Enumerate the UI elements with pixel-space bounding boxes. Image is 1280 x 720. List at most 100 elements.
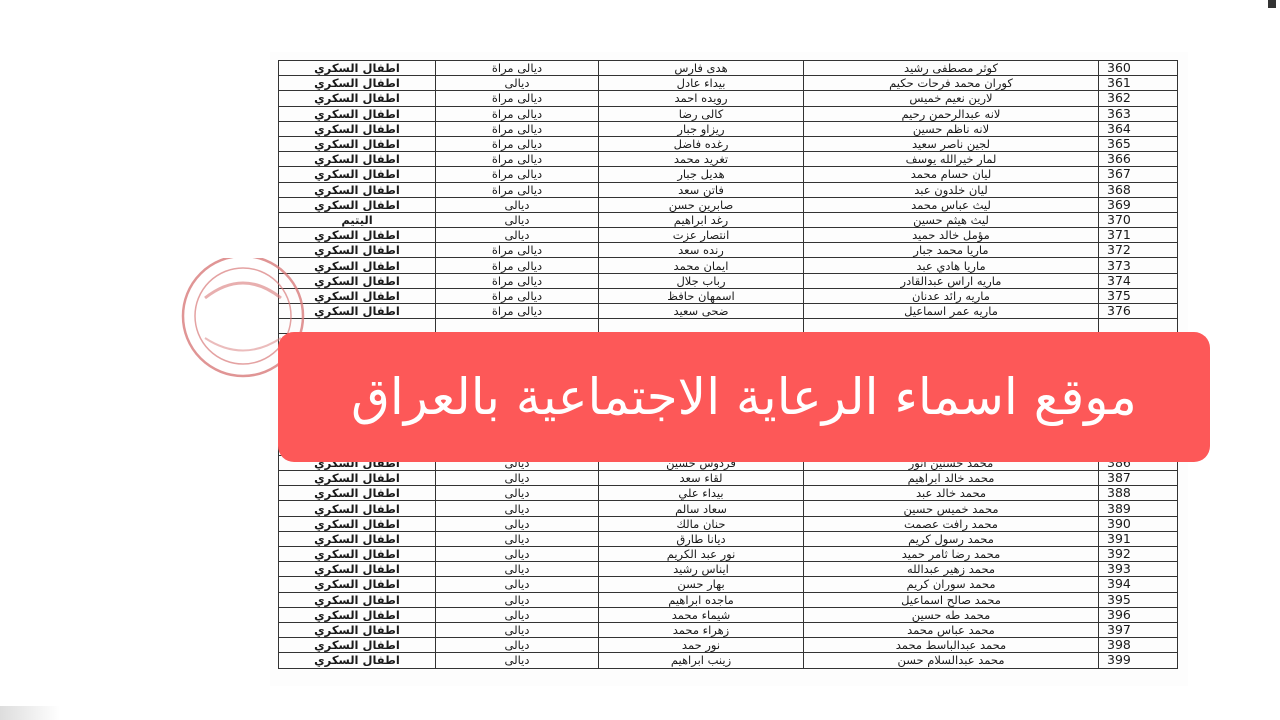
cell-no: 369: [1098, 196, 1178, 213]
cell-no: 394: [1098, 576, 1178, 593]
cell-type: اليتيم: [278, 211, 436, 229]
cell-type: اطفال السكري: [278, 75, 436, 92]
cell-no: 399: [1098, 652, 1178, 669]
cell-mother: ضحى سعيد: [598, 302, 804, 320]
cell-no: 398: [1098, 637, 1178, 654]
cell-type: اطفال السكري: [278, 90, 436, 107]
cell-type: اطفال السكري: [278, 242, 436, 259]
table-row: 399 محمد عبدالسلام حسن زينب ابراهيم ديالى اط…: [278, 652, 1178, 669]
cell-no: 387: [1098, 470, 1178, 487]
official-seal: [181, 258, 305, 378]
cell-province: ديالى مراة: [435, 120, 599, 137]
table-row: 362 لارين نعيم خميس رويده احمد ديالى مراة اط…: [278, 90, 1178, 107]
cell-type: اطفال السكري: [278, 59, 436, 77]
cell-type: اطفال السكري: [278, 530, 436, 548]
cell-mother: ماجده ابراهيم: [598, 591, 804, 608]
cell-mother: تغريد محمد: [598, 151, 804, 168]
cell-no: 362: [1098, 90, 1178, 107]
cell-mother: بيداء علي: [598, 485, 804, 502]
table-row: 372 ماريا محمد جبار رنده سعد ديالى مراة اطفا…: [278, 242, 1178, 259]
cell-name: ماريه عمر اسماعيل: [803, 302, 1099, 320]
table-row: 390 محمد رافت عصمت حنان مالك ديالى اطفال الس…: [278, 515, 1178, 532]
table-row: 366 لمار خيرالله يوسف تغريد محمد ديالى مراة…: [278, 151, 1178, 168]
cell-province: ديالى مراة: [435, 181, 599, 198]
cell-name: ماريه اراس عبدالقادر: [803, 272, 1099, 289]
cell-type: اطفال السكري: [278, 621, 436, 639]
cell-name: محمد صالح اسماعيل: [803, 591, 1099, 608]
cell-mother: بهار حسن: [598, 576, 804, 593]
cell-province: ديالى: [435, 561, 599, 578]
table-row: 361 كوران محمد فرحات حكيم بيداء عادل ديالى ا…: [278, 75, 1178, 92]
cell-name: ليان حسام محمد: [803, 166, 1099, 183]
cell-name: لانه ناظم حسين: [803, 120, 1099, 137]
cell-province: ديالى: [435, 75, 599, 92]
cell-mother: حنان مالك: [598, 515, 804, 532]
table-row: 360 كوثر مصطفى رشيد هدى فارس ديالى مراة اطفا…: [278, 59, 1178, 77]
cell-province: ديالى مراة: [435, 166, 599, 183]
cell-mother: انتصار عزت: [598, 227, 804, 244]
cell-no: 392: [1098, 545, 1178, 563]
cell-province: ديالى مراة: [435, 90, 599, 107]
cell-name: مؤمل خالد حميد: [803, 227, 1099, 244]
cell-province: ديالى: [435, 576, 599, 593]
cell-mother: رويده احمد: [598, 90, 804, 107]
cell-type: اطفال السكري: [278, 545, 436, 563]
cell-mother: ايناس رشيد: [598, 561, 804, 578]
cell-no: 396: [1098, 606, 1178, 623]
cell-name: محمد رسول كريم: [803, 530, 1099, 548]
cell-mother: ايمان محمد: [598, 257, 804, 274]
cell-type: اطفال السكري: [278, 120, 436, 137]
cell-mother: صابرين حسن: [598, 196, 804, 213]
cell-mother: رغده فاضل: [598, 135, 804, 153]
table-row: 370 ليث هيثم حسين رغد ابراهيم ديالى اليتيم: [278, 211, 1178, 229]
cell-mother: رغد ابراهيم: [598, 211, 804, 229]
cell-mother: هدى فارس: [598, 59, 804, 77]
cell-mother: زهراء محمد: [598, 621, 804, 639]
cell-no: 360: [1098, 59, 1178, 77]
cell-name: ماريه رائد عدنان: [803, 287, 1099, 305]
cell-type: اطفال السكري: [278, 227, 436, 244]
cell-mother: لقاء سعد: [598, 470, 804, 487]
cell-no: 376: [1098, 302, 1178, 320]
cell-type: اطفال السكري: [278, 500, 436, 517]
cell-name: لارين نعيم خميس: [803, 90, 1099, 107]
cell-no: 371: [1098, 227, 1178, 244]
cell-province: ديالى: [435, 637, 599, 654]
table-row: 393 محمد زهير عبدالله ايناس رشيد ديالى اطفال…: [278, 561, 1178, 578]
cell-name: ماريا محمد جبار: [803, 242, 1099, 259]
cell-province: ديالى: [435, 485, 599, 502]
cell-province: ديالى: [435, 227, 599, 244]
cell-province: ديالى مراة: [435, 257, 599, 274]
cell-name: ليث هيثم حسين: [803, 211, 1099, 229]
cell-type: اطفال السكري: [278, 606, 436, 623]
cell-name: ماريا هادي عبد: [803, 257, 1099, 274]
cell-type: اطفال السكري: [278, 151, 436, 168]
cell-province: ديالى: [435, 515, 599, 532]
cell-province: ديالى مراة: [435, 302, 599, 320]
cell-type: اطفال السكري: [278, 181, 436, 198]
cell-no: 363: [1098, 105, 1178, 122]
table-row: 365 لجين ناصر سعيد رغده فاضل ديالى مراة اطفا…: [278, 135, 1178, 153]
table-row: 395 محمد صالح اسماعيل ماجده ابراهيم ديالى اط…: [278, 591, 1178, 608]
scan-smudge: [0, 706, 60, 720]
table-row: 364 لانه ناظم حسين ريزاو جبار ديالى مراة اطف…: [278, 120, 1178, 137]
cell-mother: فاتن سعد: [598, 181, 804, 198]
cell-no: 364: [1098, 120, 1178, 137]
cell-no: 388: [1098, 485, 1178, 502]
cell-province: ديالى مراة: [435, 272, 599, 289]
cell-no: 397: [1098, 621, 1178, 639]
cell-mother: اسمهان حافظ: [598, 287, 804, 305]
cell-province: ديالى: [435, 545, 599, 563]
cell-name: ليث عباس محمد: [803, 196, 1099, 213]
table-row: 374 ماريه اراس عبدالقادر رباب جلال ديالى مر…: [278, 272, 1178, 289]
cell-name: محمد عباس محمد: [803, 621, 1099, 639]
table-row: 363 لانه عبدالرحمن رحيم كالى رضا ديالى مراة…: [278, 105, 1178, 122]
cell-province: ديالى: [435, 606, 599, 623]
cell-name: كوثر مصطفى رشيد: [803, 59, 1099, 77]
cell-type: اطفال السكري: [278, 561, 436, 578]
cell-no: 374: [1098, 272, 1178, 289]
banner-title: موقع اسماء الرعاية الاجتماعية بالعراق: [351, 368, 1137, 426]
table-row: 398 محمد عبدالباسط محمد نور حمد ديالى اطفال …: [278, 637, 1178, 654]
cell-mother: ديانا طارق: [598, 530, 804, 548]
cell-province: ديالى مراة: [435, 105, 599, 122]
